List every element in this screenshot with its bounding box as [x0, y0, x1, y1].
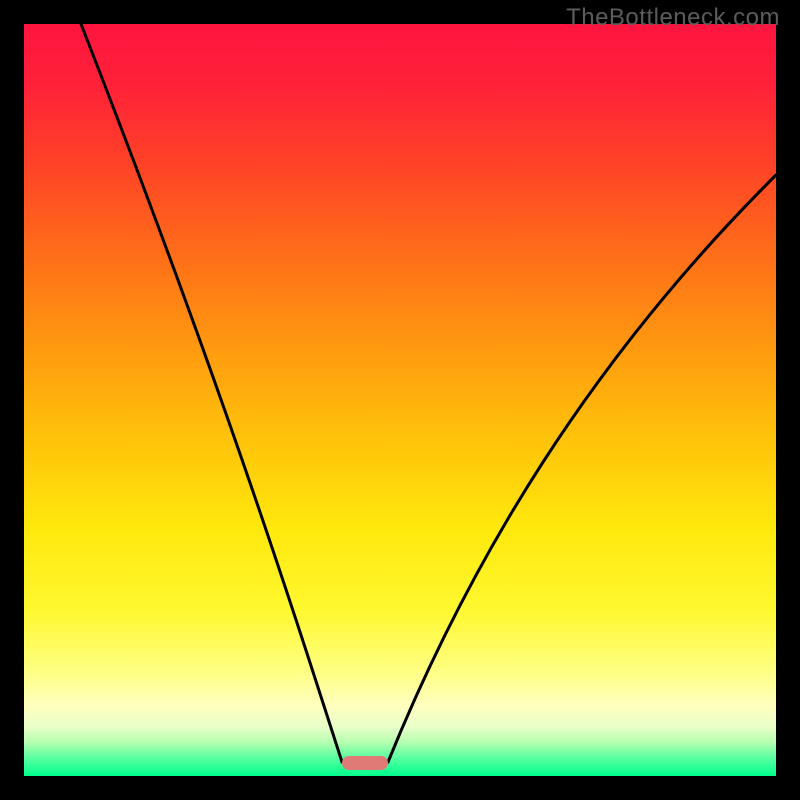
chart-svg — [0, 0, 800, 800]
gradient-bg — [24, 24, 776, 776]
watermark-text: TheBottleneck.com — [566, 4, 780, 32]
chart-frame: TheBottleneck.com — [0, 0, 800, 800]
min-marker — [342, 756, 388, 770]
